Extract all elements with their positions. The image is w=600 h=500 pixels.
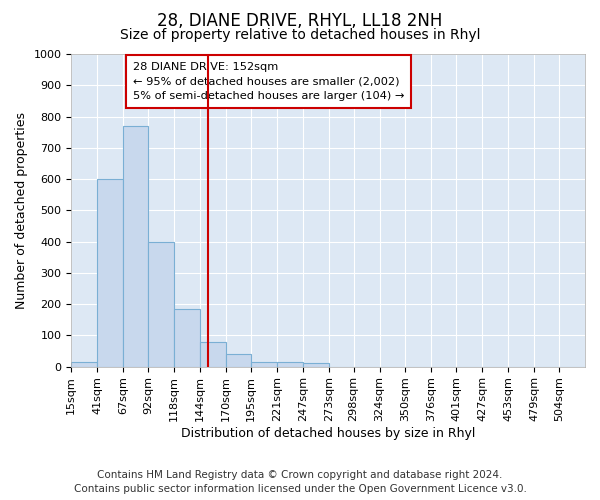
Bar [303, 364, 329, 366]
Text: Contains HM Land Registry data © Crown copyright and database right 2024.
Contai: Contains HM Land Registry data © Crown c… [74, 470, 526, 494]
Bar [148, 242, 174, 366]
Bar [200, 342, 226, 366]
Y-axis label: Number of detached properties: Number of detached properties [15, 112, 28, 309]
Bar [251, 362, 277, 366]
Bar [97, 179, 123, 366]
Text: 28 DIANE DRIVE: 152sqm
← 95% of detached houses are smaller (2,002)
5% of semi-d: 28 DIANE DRIVE: 152sqm ← 95% of detached… [133, 62, 404, 102]
X-axis label: Distribution of detached houses by size in Rhyl: Distribution of detached houses by size … [181, 427, 475, 440]
Text: Size of property relative to detached houses in Rhyl: Size of property relative to detached ho… [120, 28, 480, 42]
Bar [123, 126, 148, 366]
Bar [71, 362, 97, 366]
Bar [174, 309, 200, 366]
Text: 28, DIANE DRIVE, RHYL, LL18 2NH: 28, DIANE DRIVE, RHYL, LL18 2NH [157, 12, 443, 30]
Bar [226, 354, 251, 366]
Bar [277, 362, 303, 366]
